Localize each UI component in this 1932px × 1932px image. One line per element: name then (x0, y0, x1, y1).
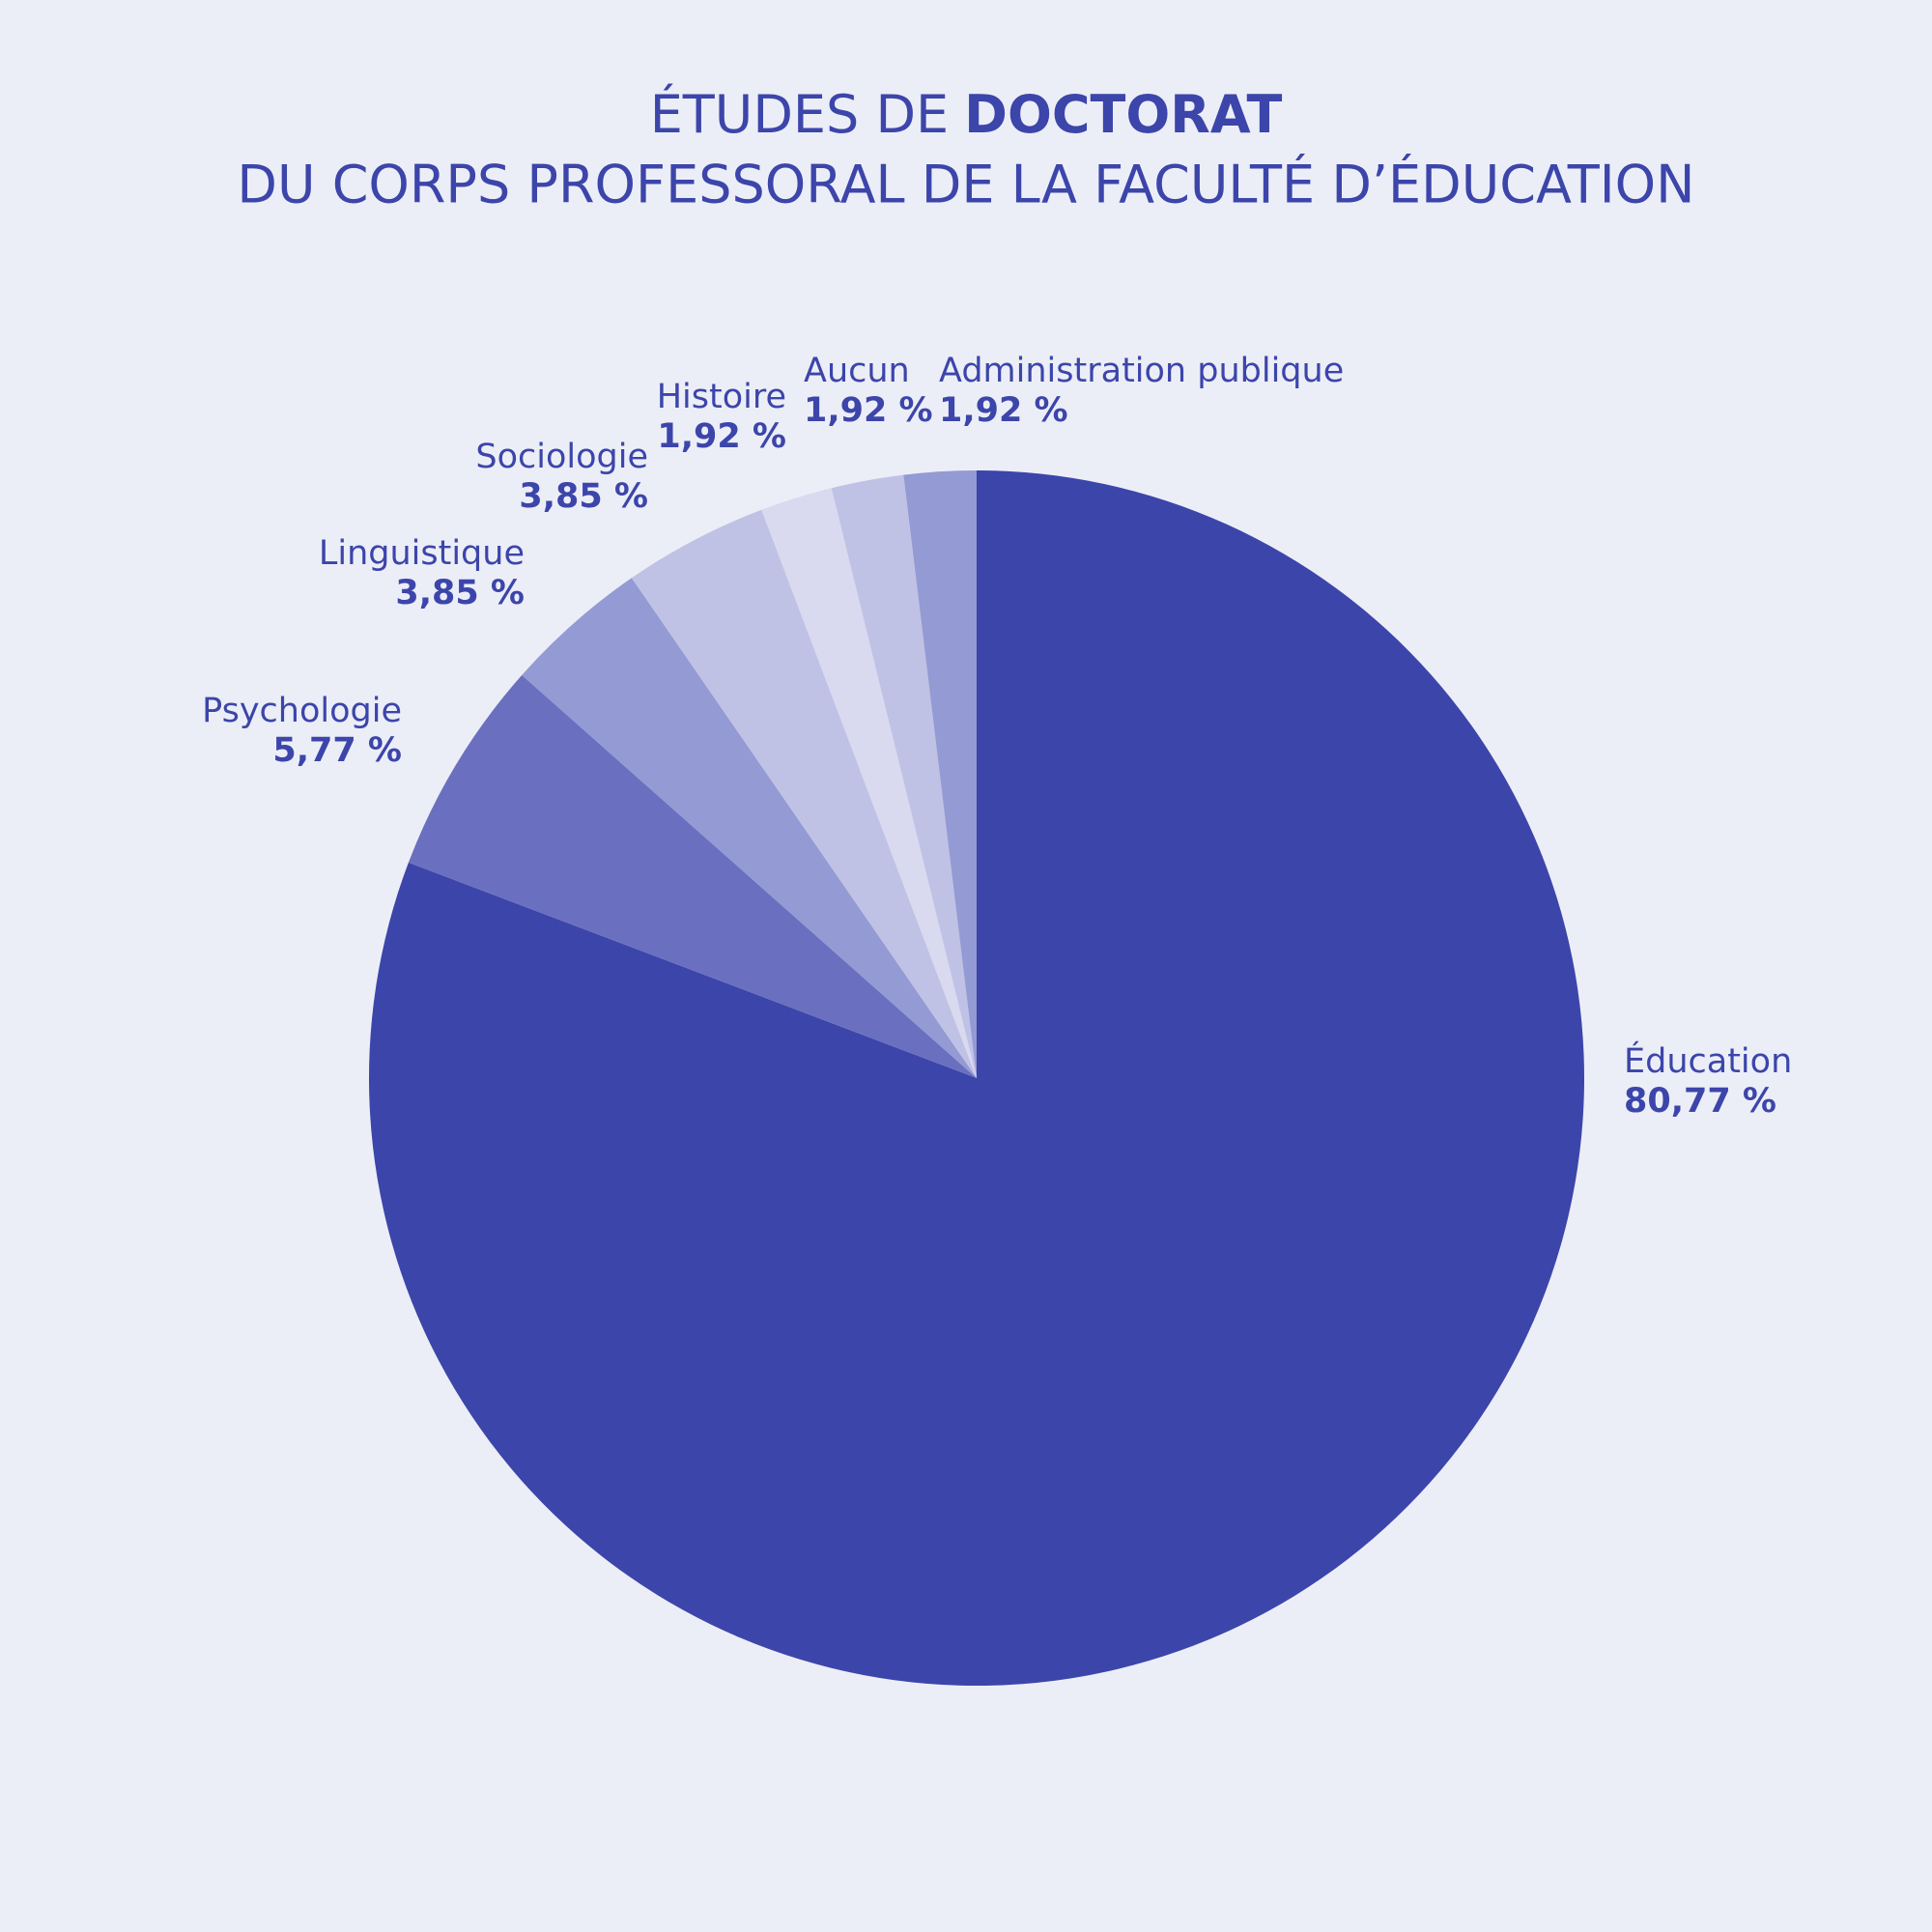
slice-label: Sociologie (475, 438, 648, 476)
title-part: ÉTUDES DE (650, 84, 949, 145)
chart-title: ÉTUDES DE DOCTORAT (650, 84, 1283, 145)
slice-value: 5,77 % (272, 731, 402, 770)
slice-value: 80,77 % (1624, 1082, 1776, 1121)
pie-slice (903, 470, 977, 1078)
pie-slice (369, 470, 1585, 1687)
slice-value: 3,85 % (395, 574, 525, 612)
pie-slice (408, 674, 977, 1078)
slice-value: 3,85 % (519, 477, 648, 516)
slice-label: Histoire (657, 378, 786, 416)
title-part: DOCTORAT (964, 84, 1282, 145)
slice-label: Linguistique (319, 534, 525, 573)
slice-value: 1,92 % (804, 391, 933, 430)
slice-label: Psychologie (202, 692, 402, 730)
slice-label: Éducation (1624, 1040, 1792, 1081)
pie-slice (631, 509, 977, 1078)
pie-slice (522, 578, 977, 1078)
pie-slice (761, 488, 977, 1078)
slice-label: Administration publique (939, 352, 1344, 390)
slice-value: 1,92 % (939, 391, 1068, 430)
pie-slice (831, 474, 977, 1078)
slice-label: Aucun (804, 352, 910, 390)
slice-value: 1,92 % (657, 417, 786, 456)
chart-subtitle: DU CORPS PROFESSORAL DE LA FACULTÉ D’ÉDU… (237, 155, 1694, 215)
